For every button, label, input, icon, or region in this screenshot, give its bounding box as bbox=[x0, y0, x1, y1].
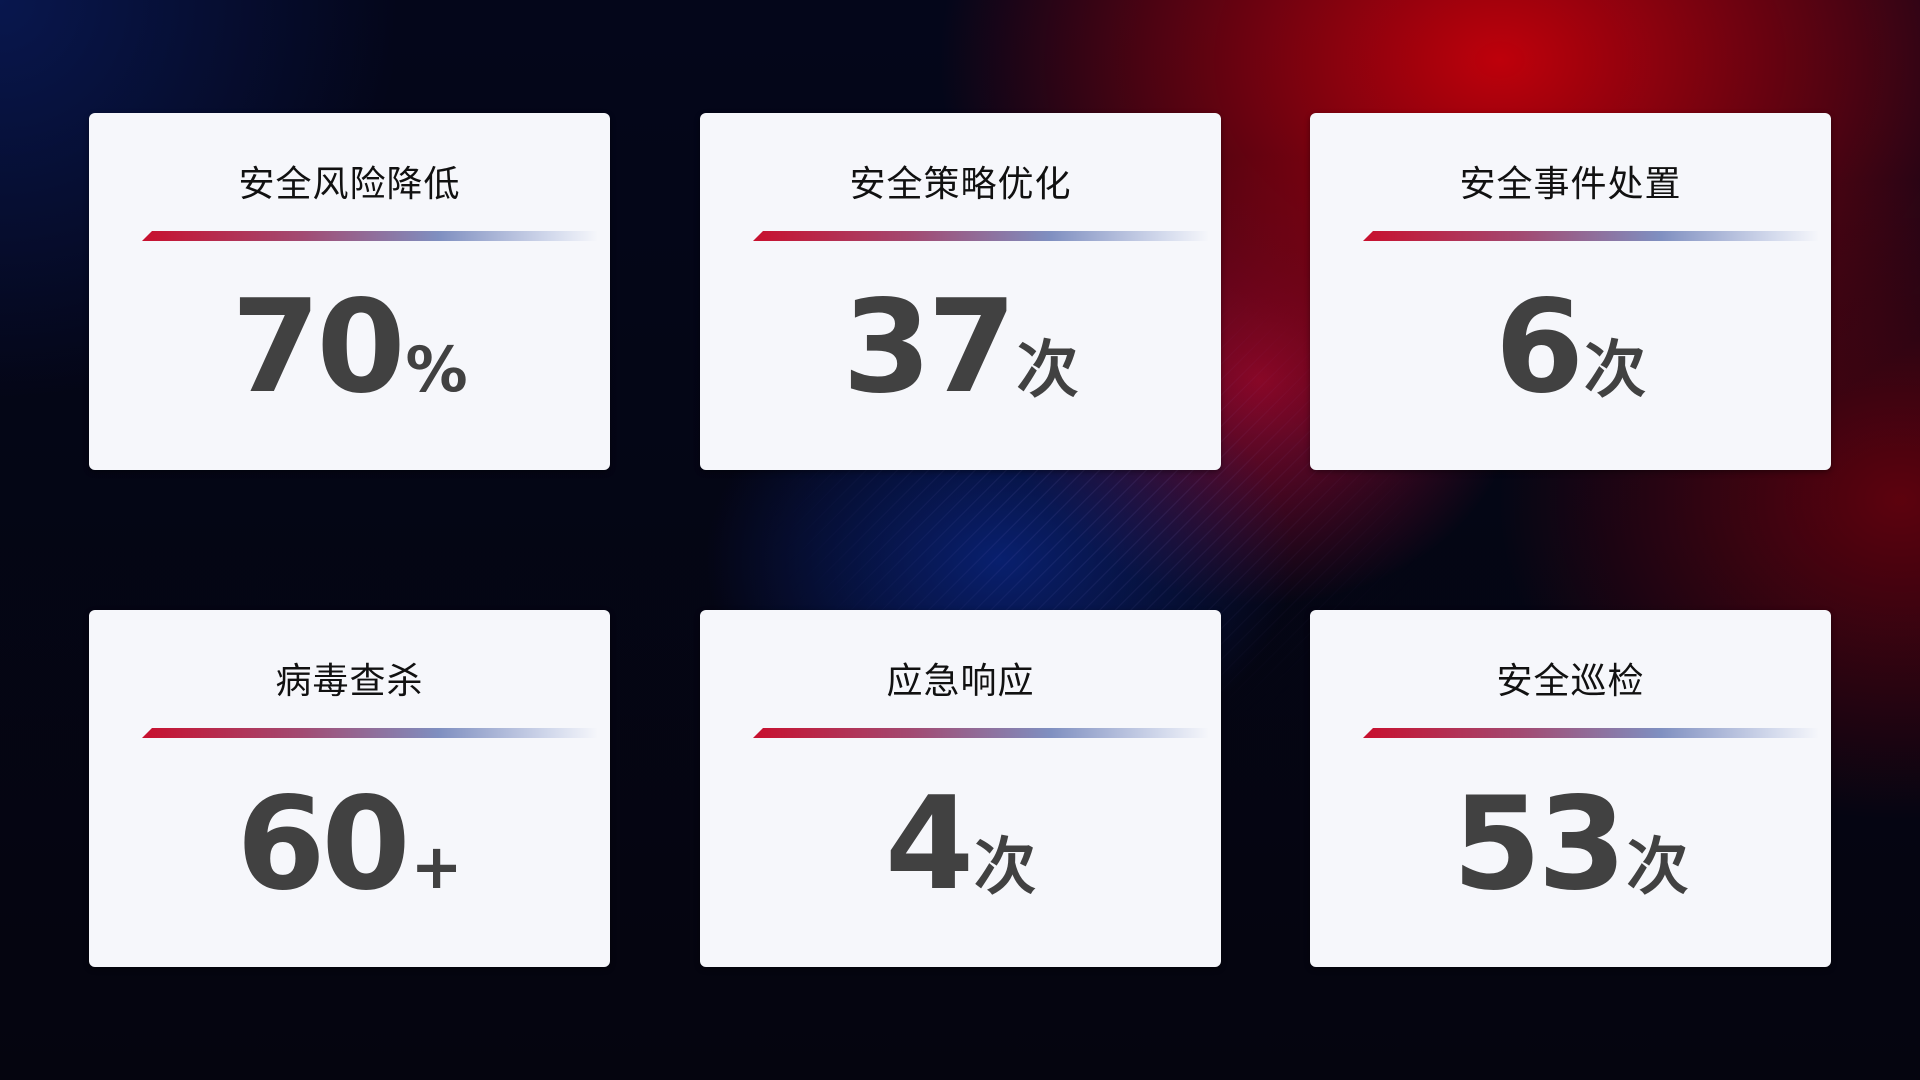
stat-card-incident-handling: 安全事件处置 6次 bbox=[1310, 113, 1831, 470]
value-number: 70 bbox=[231, 273, 405, 422]
value-number: 6 bbox=[1494, 273, 1584, 422]
value-number: 60 bbox=[236, 770, 410, 919]
card-title: 安全事件处置 bbox=[1459, 164, 1682, 205]
gradient-divider bbox=[753, 728, 1209, 738]
value-number: 37 bbox=[842, 273, 1016, 422]
card-value: 37次 bbox=[700, 273, 1221, 422]
card-title: 安全风险降低 bbox=[238, 164, 461, 205]
card-value: 70% bbox=[89, 273, 610, 422]
stat-card-emergency-response: 应急响应 4次 bbox=[700, 610, 1221, 967]
card-title: 应急响应 bbox=[886, 661, 1035, 702]
value-unit: 次 bbox=[1626, 830, 1689, 903]
value-unit: + bbox=[410, 830, 463, 903]
card-value: 60+ bbox=[89, 770, 610, 919]
stat-card-policy-optimization: 安全策略优化 37次 bbox=[700, 113, 1221, 470]
stat-card-virus-removal: 病毒查杀 60+ bbox=[89, 610, 610, 967]
stat-card-risk-reduction: 安全风险降低 70% bbox=[89, 113, 610, 470]
gradient-divider bbox=[1363, 231, 1819, 241]
value-unit: 次 bbox=[1016, 333, 1079, 406]
value-unit: 次 bbox=[974, 830, 1037, 903]
gradient-divider bbox=[142, 231, 598, 241]
value-number: 53 bbox=[1452, 770, 1626, 919]
card-value: 6次 bbox=[1310, 273, 1831, 422]
card-title: 病毒查杀 bbox=[275, 661, 424, 702]
gradient-divider bbox=[142, 728, 598, 738]
card-value: 4次 bbox=[700, 770, 1221, 919]
gradient-divider bbox=[753, 231, 1209, 241]
gradient-divider bbox=[1363, 728, 1819, 738]
value-unit: % bbox=[405, 333, 468, 406]
card-title: 安全策略优化 bbox=[849, 164, 1072, 205]
value-unit: 次 bbox=[1584, 333, 1647, 406]
value-number: 4 bbox=[884, 770, 974, 919]
card-title: 安全巡检 bbox=[1496, 661, 1645, 702]
card-value: 53次 bbox=[1310, 770, 1831, 919]
stat-card-security-inspection: 安全巡检 53次 bbox=[1310, 610, 1831, 967]
